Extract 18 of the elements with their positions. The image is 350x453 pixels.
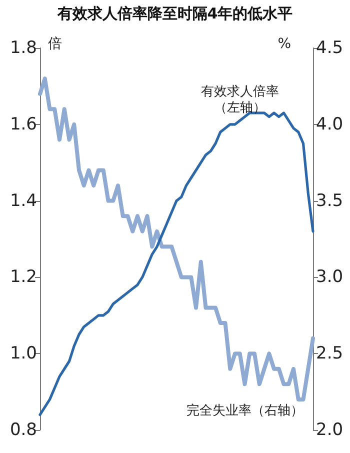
y2-tick-label: 4.0 bbox=[316, 114, 344, 134]
series-label: 有效求人倍率（左轴） bbox=[201, 84, 279, 116]
chart-title: 有效求人倍率降至时隔4年的低水平 bbox=[56, 4, 293, 22]
y2-tick-label: 4.5 bbox=[316, 38, 344, 58]
y-tick-label: 1.0 bbox=[10, 344, 37, 364]
y-axis-title: 倍 bbox=[48, 36, 62, 52]
y2-tick-label: 2.0 bbox=[316, 420, 344, 440]
y-tick-label: 1.2 bbox=[10, 267, 37, 288]
y2-tick-label: 3.5 bbox=[316, 190, 344, 211]
line-series bbox=[38, 76, 315, 402]
y2-tick-label: 3.0 bbox=[316, 267, 344, 288]
y-tick-label: 0.8 bbox=[10, 420, 37, 440]
y2-axis-title: % bbox=[278, 36, 291, 52]
y-tick-label: 1.6 bbox=[10, 114, 37, 134]
y-tick-label: 1.4 bbox=[10, 190, 37, 211]
y-tick-label: 1.8 bbox=[10, 38, 37, 58]
y2-tick-label: 2.5 bbox=[316, 344, 344, 364]
series-label: 完全失业率（右轴） bbox=[186, 402, 304, 418]
